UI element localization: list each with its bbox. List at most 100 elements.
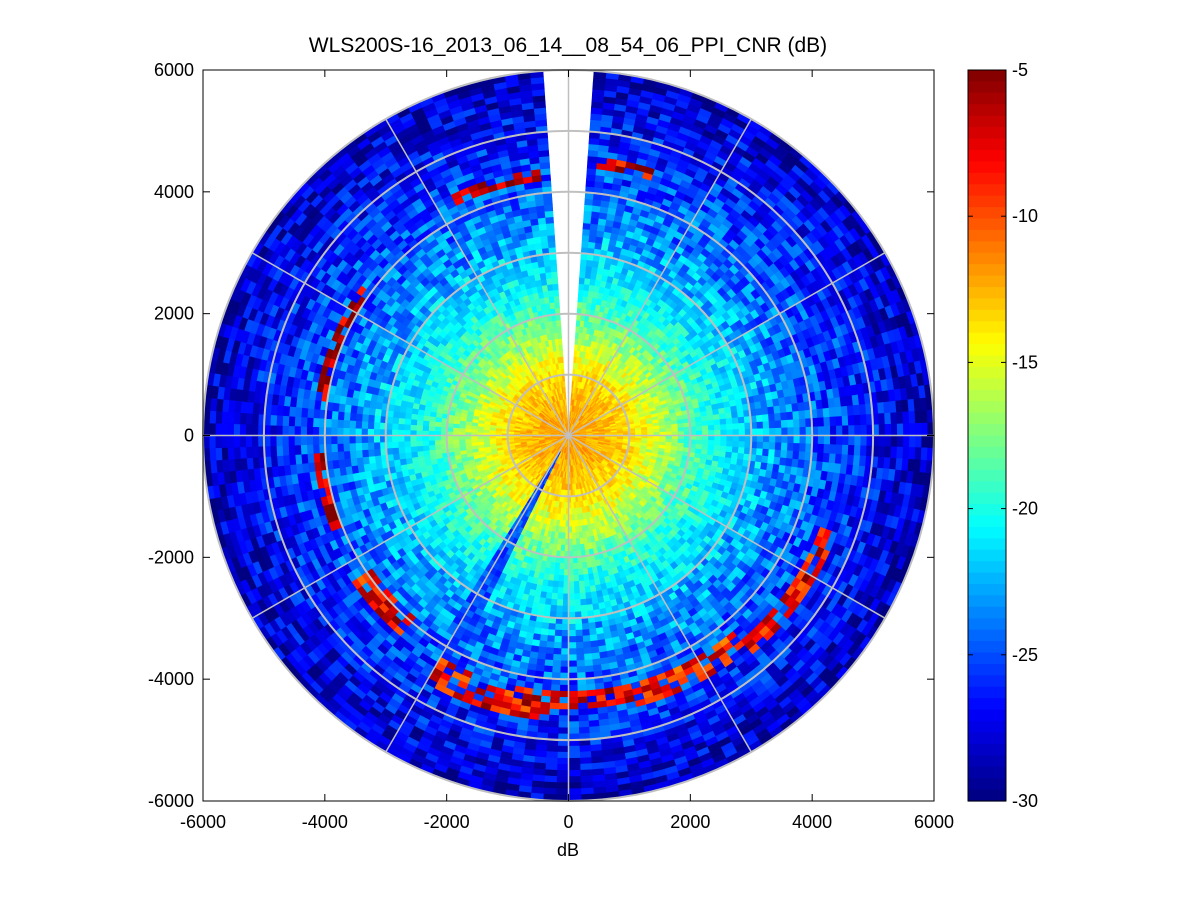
heatmap-cell — [403, 440, 411, 448]
heatmap-cell — [220, 423, 228, 436]
heatmap-cell — [294, 435, 301, 446]
heatmap-cell — [551, 586, 559, 594]
heatmap-cell — [559, 666, 569, 674]
heatmap-cell — [557, 721, 569, 729]
heatmap-cell — [239, 412, 247, 425]
heatmap-cell — [458, 438, 466, 444]
heatmap-cell — [560, 660, 569, 668]
heatmap-cell — [367, 448, 375, 457]
heatmap-cell — [543, 787, 557, 796]
heatmap-cell — [540, 689, 552, 698]
heatmap-cell — [552, 647, 562, 656]
heatmap-cell — [404, 451, 413, 459]
heatmap-cell — [543, 659, 554, 667]
heatmap-cell — [348, 442, 357, 452]
heatmap-cell — [558, 703, 569, 710]
heatmap-cell — [553, 641, 562, 649]
heatmap-cell — [227, 435, 235, 448]
heatmap-cell — [553, 635, 562, 643]
heatmap-cell — [282, 415, 290, 427]
heatmap-cell — [392, 452, 400, 461]
heatmap-cell — [562, 587, 569, 595]
heatmap-cell — [245, 423, 253, 436]
heatmap-cell — [428, 425, 436, 432]
heatmap-cell — [554, 629, 563, 637]
heatmap-cell — [343, 450, 351, 460]
heatmap-cell — [557, 580, 564, 589]
heatmap-cell — [227, 411, 235, 425]
heatmap-cell — [545, 757, 558, 765]
heatmap-cell — [403, 435, 411, 442]
heatmap-cell — [288, 405, 297, 417]
heatmap-cell — [452, 438, 460, 444]
heatmap-cell — [555, 782, 569, 790]
heatmap-cell — [330, 443, 338, 453]
heatmap-cell — [275, 445, 284, 457]
heatmap-cell — [251, 413, 259, 426]
heatmap-cell — [288, 444, 296, 456]
heatmap-cell — [547, 622, 556, 631]
heatmap-cell — [349, 412, 357, 421]
heatmap-cell — [555, 605, 563, 613]
heatmap-cell — [421, 435, 429, 441]
heatmap-cell — [221, 447, 229, 461]
heatmap-cell — [287, 435, 295, 446]
heatmap-cell — [561, 629, 569, 637]
heatmap-cell — [397, 435, 405, 442]
heatmap-cell — [348, 427, 356, 436]
heatmap-cell — [368, 455, 376, 464]
heatmap-cell — [312, 443, 320, 454]
heatmap-cell — [560, 636, 569, 643]
heatmap-cell — [330, 435, 338, 445]
heatmap-cell — [403, 423, 411, 431]
heatmap-cell — [560, 654, 569, 662]
heatmap-cell — [547, 720, 559, 729]
heatmap-cell — [300, 435, 308, 446]
heatmap-cell — [367, 414, 375, 423]
heatmap-cell — [275, 435, 283, 447]
heatmap-cell — [540, 628, 549, 636]
heatmap-cell — [543, 775, 557, 783]
heatmap-cell — [434, 444, 442, 450]
heatmap-cell — [214, 435, 222, 449]
heatmap-cell — [543, 665, 553, 673]
heatmap-cell — [208, 422, 216, 436]
heatmap-cell — [312, 452, 321, 463]
heatmap-cell — [239, 446, 247, 459]
heatmap-cell — [403, 429, 411, 436]
heatmap-cell — [306, 444, 314, 455]
heatmap-cell — [543, 781, 557, 789]
heatmap-cell — [355, 442, 363, 451]
heatmap-cell — [251, 445, 259, 458]
heatmap-cell — [409, 435, 417, 442]
heatmap-cell — [367, 441, 375, 450]
heatmap-cell — [391, 441, 399, 449]
heatmap-cell — [545, 751, 558, 759]
heatmap-cell — [556, 776, 569, 784]
heatmap-cell — [245, 435, 253, 448]
heatmap-cell — [547, 629, 556, 637]
heatmap-cell — [550, 684, 561, 692]
heatmap-cell — [233, 411, 241, 425]
heatmap-cell — [563, 575, 569, 583]
heatmap-cell — [549, 604, 557, 613]
heatmap-cell — [330, 418, 338, 428]
heatmap-cell — [233, 446, 241, 460]
heatmap-cell — [409, 424, 417, 431]
heatmap-cell — [416, 450, 425, 458]
heatmap-cell — [269, 435, 277, 447]
heatmap-cell — [245, 446, 253, 459]
heatmap-cell — [470, 438, 478, 443]
heatmap-cell — [415, 435, 423, 442]
heatmap-cell — [300, 425, 308, 436]
heatmap-cell — [300, 416, 308, 427]
heatmap-cell — [434, 439, 442, 446]
heatmap-cell — [331, 410, 339, 420]
heatmap-cell — [306, 407, 315, 419]
heatmap-cell — [214, 422, 222, 436]
heatmap-cell — [208, 435, 216, 449]
heatmap-cell — [558, 715, 569, 723]
heatmap-cell — [545, 647, 554, 655]
heatmap-cell — [561, 605, 569, 613]
heatmap-cell — [555, 788, 569, 796]
